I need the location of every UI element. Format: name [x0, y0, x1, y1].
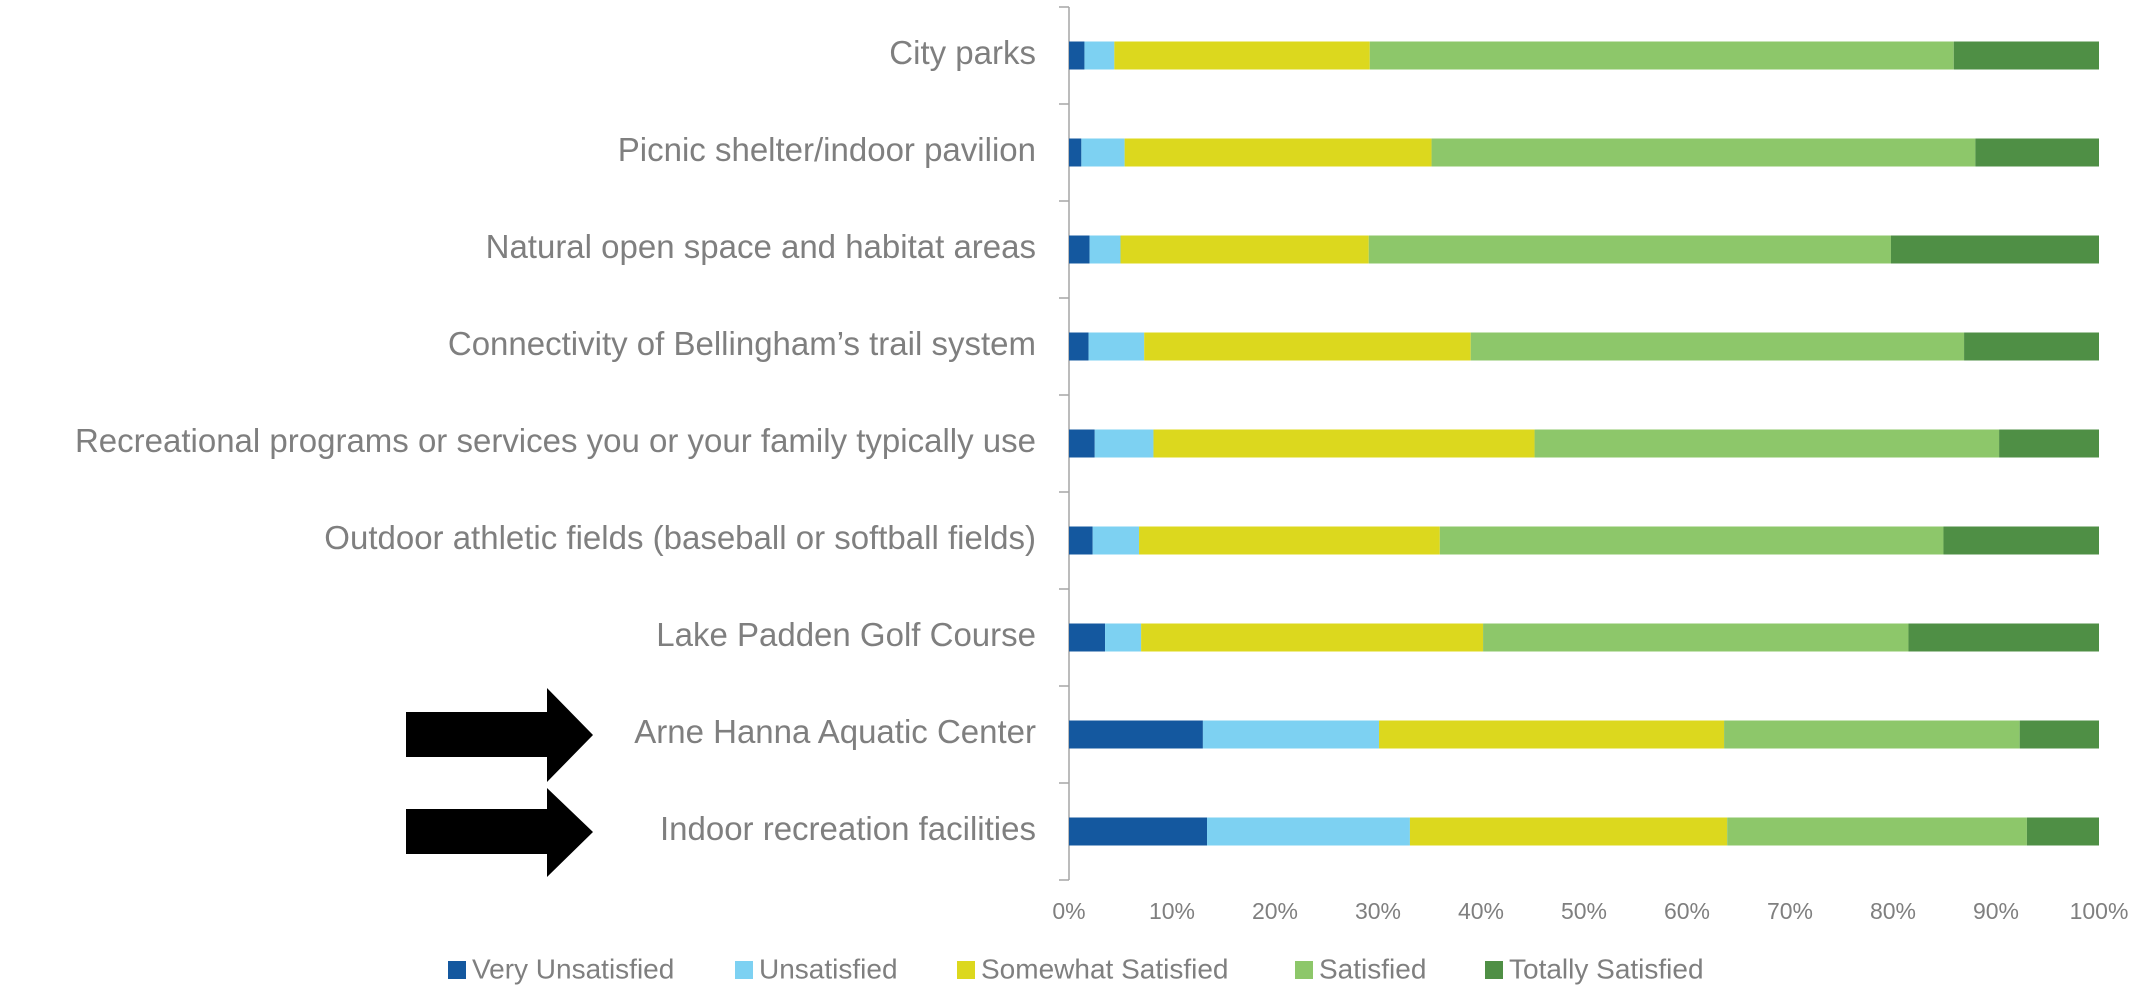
bar-segment: [1727, 817, 2027, 846]
bar-segment: [1470, 332, 1965, 361]
x-tick-label: 60%: [1664, 898, 1710, 924]
bar-segment: [1975, 138, 2099, 167]
bar-segment: [1534, 429, 2000, 458]
x-tick-label: 100%: [2070, 898, 2129, 924]
legend-label: Somewhat Satisfied: [981, 953, 1228, 984]
bar-segment: [1964, 332, 2099, 361]
legend-label: Totally Satisfied: [1509, 953, 1704, 984]
category-label: Connectivity of Bellingham’s trail syste…: [448, 325, 1036, 362]
bar-segment: [2026, 817, 2099, 846]
arrow: [406, 688, 593, 782]
bar-segment: [1069, 526, 1093, 555]
x-tick-label: 0%: [1052, 898, 1085, 924]
bar-segment: [1069, 41, 1085, 70]
bar-segment: [1069, 332, 1089, 361]
x-tick-label: 30%: [1355, 898, 1401, 924]
x-tick-label: 80%: [1870, 898, 1916, 924]
bar-segment: [1105, 623, 1142, 652]
category-label: Indoor recreation facilities: [660, 810, 1036, 847]
bar-segment: [1141, 623, 1484, 652]
bar-segment: [1081, 138, 1125, 167]
category-label: Lake Padden Golf Course: [656, 616, 1036, 653]
arrows: [406, 688, 593, 877]
bar-segment: [1069, 720, 1203, 749]
bar-segment: [1120, 235, 1369, 264]
category-label: Outdoor athletic fields (baseball or sof…: [324, 519, 1036, 556]
bar-segment: [1202, 720, 1380, 749]
legend-label: Very Unsatisfied: [472, 953, 674, 984]
bar-segment: [1431, 138, 1976, 167]
x-tick-label: 50%: [1561, 898, 1607, 924]
bar-segment: [1890, 235, 2099, 264]
bar-segment: [1114, 41, 1370, 70]
bar-segment: [1069, 138, 1082, 167]
bar-segment: [1069, 429, 1095, 458]
bar-segment: [1139, 526, 1440, 555]
legend-swatch: [735, 961, 753, 979]
bar-segment: [1439, 526, 1944, 555]
category-label: Picnic shelter/indoor pavilion: [618, 131, 1036, 168]
bar-segment: [1084, 41, 1115, 70]
x-tick-label: 90%: [1973, 898, 2019, 924]
legend-label: Satisfied: [1319, 953, 1426, 984]
arrow: [406, 788, 593, 877]
bar-segment: [2019, 720, 2099, 749]
bar-segment: [1724, 720, 2020, 749]
bar-segment: [1379, 720, 1725, 749]
legend-swatch: [957, 961, 975, 979]
x-tick-label: 70%: [1767, 898, 1813, 924]
bar-segment: [1409, 817, 1728, 846]
bar-segment: [1368, 235, 1891, 264]
bar-segment: [1207, 817, 1410, 846]
legend-swatch: [1485, 961, 1503, 979]
bar-segment: [1999, 429, 2099, 458]
x-tick-label: 40%: [1458, 898, 1504, 924]
bar-segment: [1483, 623, 1909, 652]
bar-segment: [1908, 623, 2099, 652]
bar-segment: [1953, 41, 2099, 70]
category-label: Recreational programs or services you or…: [75, 422, 1036, 459]
legend-swatch: [1295, 961, 1313, 979]
x-tick-label: 20%: [1252, 898, 1298, 924]
bar-segment: [1069, 623, 1106, 652]
bar-segment: [1943, 526, 2099, 555]
bar-segment: [1069, 817, 1208, 846]
bar-segment: [1369, 41, 1954, 70]
bar-segment: [1094, 429, 1154, 458]
bar-segment: [1124, 138, 1432, 167]
x-tick-label: 10%: [1149, 898, 1195, 924]
legend-label: Unsatisfied: [759, 953, 898, 984]
bar-segment: [1089, 235, 1121, 264]
legend-swatch: [448, 961, 466, 979]
bar-segment: [1069, 235, 1090, 264]
category-label: Arne Hanna Aquatic Center: [634, 713, 1036, 750]
bar-segment: [1092, 526, 1140, 555]
category-label: City parks: [889, 34, 1036, 71]
category-label: Natural open space and habitat areas: [486, 228, 1036, 265]
bar-segment: [1088, 332, 1145, 361]
bar-segment: [1153, 429, 1535, 458]
bar-segment: [1144, 332, 1471, 361]
